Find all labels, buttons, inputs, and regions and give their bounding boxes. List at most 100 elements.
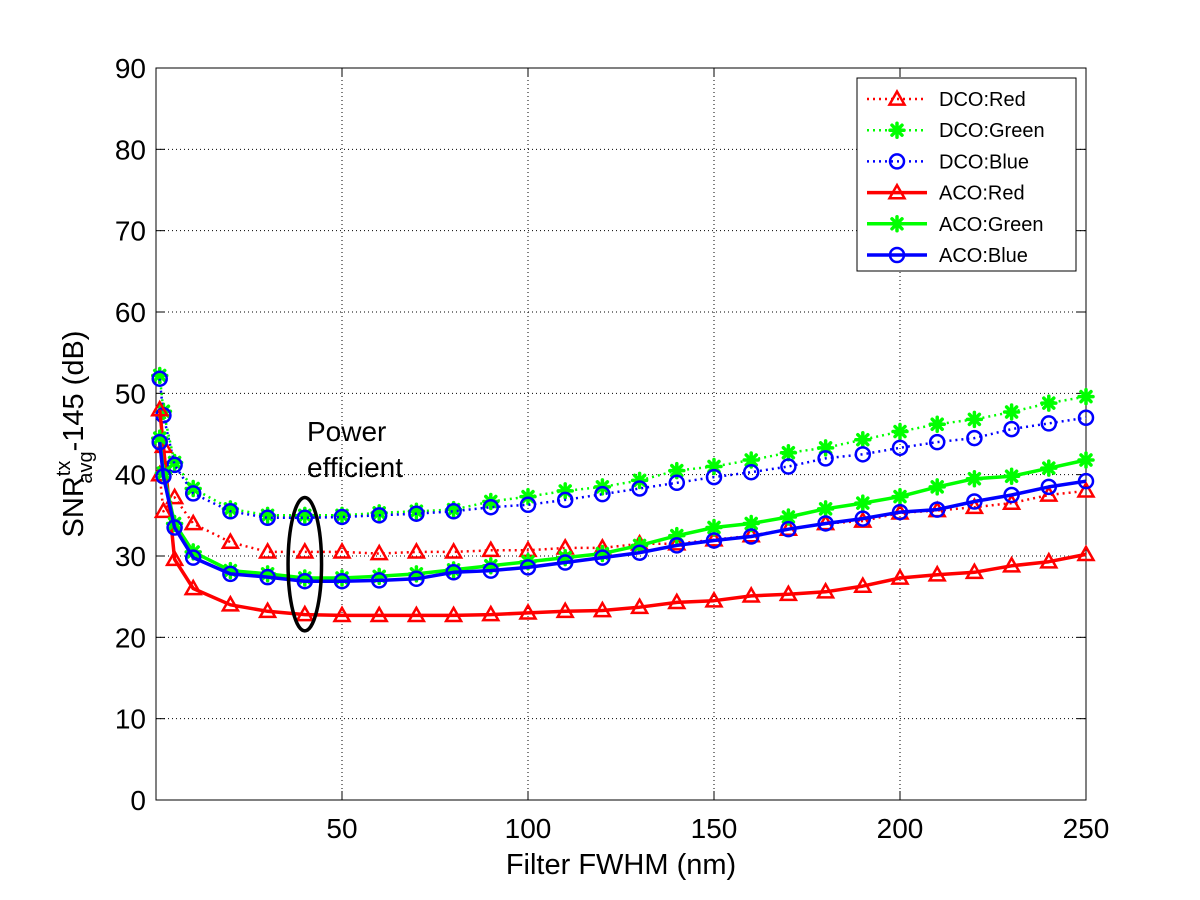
data-point-aco-red	[592, 600, 613, 618]
data-point-aco-blue	[1077, 472, 1095, 490]
data-point-aco-red	[1076, 544, 1096, 562]
data-point-aco-red	[890, 567, 910, 585]
data-point-dco-blue	[222, 503, 239, 520]
y-tick-label: 70	[115, 216, 146, 247]
data-point-dco-blue	[928, 433, 946, 451]
y-tick-label: 30	[115, 541, 146, 572]
data-point-dco-blue	[780, 458, 797, 475]
data-point-dco-red	[369, 543, 389, 561]
data-point-aco-blue	[222, 565, 239, 583]
y-tick-label: 50	[115, 378, 146, 409]
data-point-aco-blue	[155, 468, 172, 485]
data-point-aco-blue	[482, 562, 500, 579]
y-tick-label: 20	[115, 622, 146, 653]
legend-item-dco-blue: DCO:Blue	[867, 151, 1029, 173]
data-point-aco-blue	[259, 568, 276, 586]
data-point-aco-blue	[445, 564, 462, 581]
data-point-aco-blue	[370, 572, 388, 589]
data-point-aco-red	[629, 597, 650, 615]
data-point-dco-blue	[184, 485, 202, 502]
legend-label-dco-green: DCO:Green	[939, 120, 1045, 142]
data-point-dco-blue	[1077, 409, 1095, 426]
data-point-dco-blue	[668, 474, 686, 492]
x-tick-label: 100	[505, 813, 552, 844]
series-dco-blue	[151, 370, 1095, 527]
y-axis-label: SNRtxavg-145 (dB)	[53, 331, 97, 538]
data-point-dco-blue	[333, 508, 351, 526]
data-point-aco-green	[705, 518, 723, 537]
data-point-dco-green	[965, 410, 984, 429]
series-line-dco-blue	[158, 378, 1087, 520]
data-point-dco-blue	[594, 485, 611, 503]
data-point-aco-red	[443, 605, 464, 623]
x-tick-label: 150	[691, 813, 738, 844]
data-point-dco-red	[1076, 480, 1096, 498]
legend-marker-dco-blue	[888, 153, 906, 170]
data-point-dco-blue	[742, 463, 760, 481]
legend-label-aco-red: ACO:Red	[939, 183, 1025, 205]
data-point-aco-blue	[742, 528, 760, 545]
series-line-aco-green	[157, 437, 1087, 580]
data-point-aco-green	[965, 469, 984, 488]
data-point-aco-green	[854, 494, 872, 512]
data-point-aco-blue	[556, 554, 574, 571]
legend-marker-dco-red	[887, 88, 907, 106]
data-point-dco-red	[220, 532, 241, 550]
legend-label-aco-green: ACO:Green	[939, 214, 1043, 236]
legend-marker-aco-blue	[888, 246, 906, 264]
data-point-dco-blue	[1003, 420, 1020, 438]
data-point-aco-red	[741, 585, 761, 603]
data-point-aco-blue	[1003, 486, 1020, 504]
data-point-aco-red	[164, 549, 185, 567]
series-line-dco-green	[158, 375, 1087, 517]
data-point-aco-blue	[817, 515, 834, 532]
y-tick-label: 90	[115, 53, 146, 84]
legend: DCO:Red DCO:Green DCO:Blue ACO:Red ACO:Green…	[856, 77, 1077, 272]
data-point-dco-blue	[817, 450, 834, 467]
legend-marker-aco-red	[887, 182, 907, 200]
legend-item-dco-green: DCO:Green	[867, 120, 1045, 142]
data-point-dco-blue	[705, 468, 723, 486]
annotation-line-1: Power	[307, 416, 386, 447]
legend-label-dco-red: DCO:Red	[939, 89, 1026, 111]
data-point-dco-red	[164, 487, 185, 505]
data-point-dco-blue	[519, 496, 537, 514]
data-point-aco-blue	[166, 519, 183, 536]
y-tick-label: 0	[130, 785, 146, 816]
data-point-aco-red	[369, 605, 389, 623]
y-tick-label: 60	[115, 297, 146, 328]
legend-item-aco-green: ACO:Green	[867, 214, 1043, 236]
data-point-aco-red	[964, 562, 985, 580]
data-point-aco-red	[927, 564, 947, 582]
y-axis-label-main: SNR	[58, 476, 90, 537]
series-aco-blue	[151, 433, 1095, 590]
data-point-aco-blue	[184, 549, 202, 566]
data-point-aco-blue	[519, 559, 537, 576]
data-point-aco-red	[183, 578, 203, 596]
y-tick-label: 80	[115, 134, 146, 165]
data-point-dco-blue	[408, 505, 425, 522]
data-point-aco-blue	[780, 520, 797, 538]
data-point-aco-red	[406, 605, 427, 623]
data-point-dco-green	[1002, 403, 1021, 421]
data-point-aco-red	[481, 604, 501, 622]
legend-box	[856, 77, 1077, 272]
data-point-aco-green	[891, 487, 909, 506]
series-line-aco-blue	[157, 441, 1087, 583]
data-point-dco-blue	[482, 498, 500, 516]
data-point-dco-green	[779, 443, 798, 462]
y-axis-ticks: 0 10 20 30 40 50 60 70 80 90	[115, 53, 1086, 816]
x-axis-ticks: 50 100 150 200 250	[326, 68, 1109, 844]
data-point-dco-blue	[259, 509, 276, 527]
legend-label-aco-blue: ACO:Blue	[939, 245, 1028, 267]
data-point-aco-blue	[668, 537, 686, 554]
data-point-dco-red	[443, 541, 464, 559]
data-point-dco-green	[854, 430, 872, 449]
series-group	[150, 366, 1096, 623]
x-axis-label: Filter FWHM (nm)	[506, 849, 736, 881]
data-point-aco-blue	[1040, 478, 1058, 496]
data-point-dco-green	[1040, 394, 1058, 412]
data-point-aco-red	[150, 399, 170, 417]
data-point-dco-red	[406, 541, 427, 559]
data-point-aco-blue	[705, 532, 723, 549]
